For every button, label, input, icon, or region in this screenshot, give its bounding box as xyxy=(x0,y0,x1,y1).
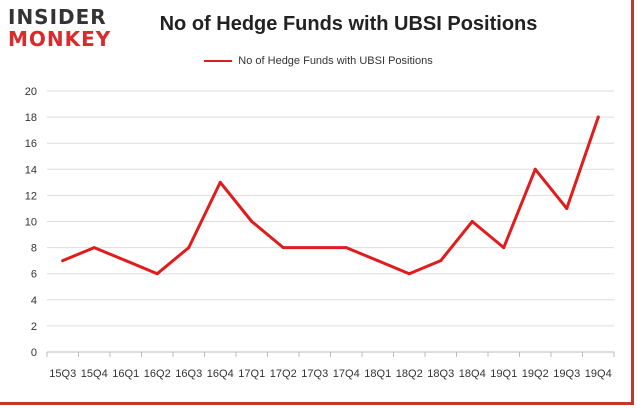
x-tick-label: 16Q2 xyxy=(144,368,171,380)
chart-legend: No of Hedge Funds with UBSI Positions xyxy=(0,55,637,67)
data-point xyxy=(92,246,96,250)
x-tick-label: 17Q3 xyxy=(301,368,328,380)
legend-label: No of Hedge Funds with UBSI Positions xyxy=(238,55,433,67)
x-tick-label: 15Q4 xyxy=(81,368,108,380)
data-point xyxy=(470,220,474,223)
x-tick-label: 16Q4 xyxy=(207,368,234,380)
series-line xyxy=(61,115,600,276)
x-tick-label: 19Q4 xyxy=(585,368,612,380)
data-point xyxy=(344,246,348,250)
data-point xyxy=(61,259,65,263)
logo-line-2: MONKEY xyxy=(8,27,112,51)
data-point xyxy=(250,220,254,223)
y-axis-ticks: 0 2 4 6 8 10 12 14 16 18 20 xyxy=(25,86,37,359)
x-tick-label: 16Q3 xyxy=(175,368,202,380)
x-tick-label: 16Q1 xyxy=(112,368,139,380)
x-tick-label: 18Q3 xyxy=(427,368,454,380)
y-tick-label: 18 xyxy=(25,112,37,124)
x-tick-label: 15Q3 xyxy=(49,368,76,380)
data-point xyxy=(187,246,191,250)
data-point xyxy=(155,272,159,276)
y-tick-label: 16 xyxy=(25,138,37,150)
x-tick-label: 18Q2 xyxy=(396,368,423,380)
x-tick-label: 17Q4 xyxy=(333,368,360,380)
data-point xyxy=(533,167,537,171)
y-tick-label: 2 xyxy=(31,321,37,333)
x-axis-ticks: 15Q3 15Q4 16Q1 16Q2 16Q3 16Q4 17Q1 17Q2 17Q3 17Q4… xyxy=(46,352,615,380)
x-tick-label: 18Q4 xyxy=(459,368,486,380)
data-point xyxy=(124,259,128,263)
x-tick-label: 18Q1 xyxy=(364,368,391,380)
chart-title: No of Hedge Funds with UBSI Positions xyxy=(159,13,538,35)
y-tick-label: 6 xyxy=(31,269,37,281)
y-tick-label: 20 xyxy=(25,86,37,98)
x-tick-label: 19Q1 xyxy=(490,368,517,380)
data-point xyxy=(439,259,443,263)
y-tick-label: 14 xyxy=(25,164,37,176)
data-point xyxy=(596,115,600,119)
y-tick-label: 0 xyxy=(31,347,37,359)
data-point xyxy=(502,246,506,250)
series-group xyxy=(61,115,600,276)
data-point xyxy=(218,180,222,184)
y-tick-label: 12 xyxy=(25,190,37,202)
logo-line-1: INSIDER xyxy=(8,5,107,29)
data-point xyxy=(376,259,380,263)
x-tick-label: 17Q2 xyxy=(270,368,297,380)
grid-lines xyxy=(47,90,614,353)
x-tick-label: 19Q3 xyxy=(553,368,580,380)
y-tick-label: 4 xyxy=(31,295,37,307)
data-point xyxy=(313,246,317,250)
x-tick-label: 17Q1 xyxy=(238,368,265,380)
insider-monkey-logo: INSIDER MONKEY xyxy=(8,6,120,58)
data-point xyxy=(407,272,411,276)
x-tick-label: 19Q2 xyxy=(522,368,549,380)
legend-swatch xyxy=(204,60,233,63)
y-tick-label: 10 xyxy=(25,217,37,229)
y-tick-label: 8 xyxy=(31,243,37,255)
data-point xyxy=(565,206,569,210)
data-point xyxy=(281,246,285,250)
